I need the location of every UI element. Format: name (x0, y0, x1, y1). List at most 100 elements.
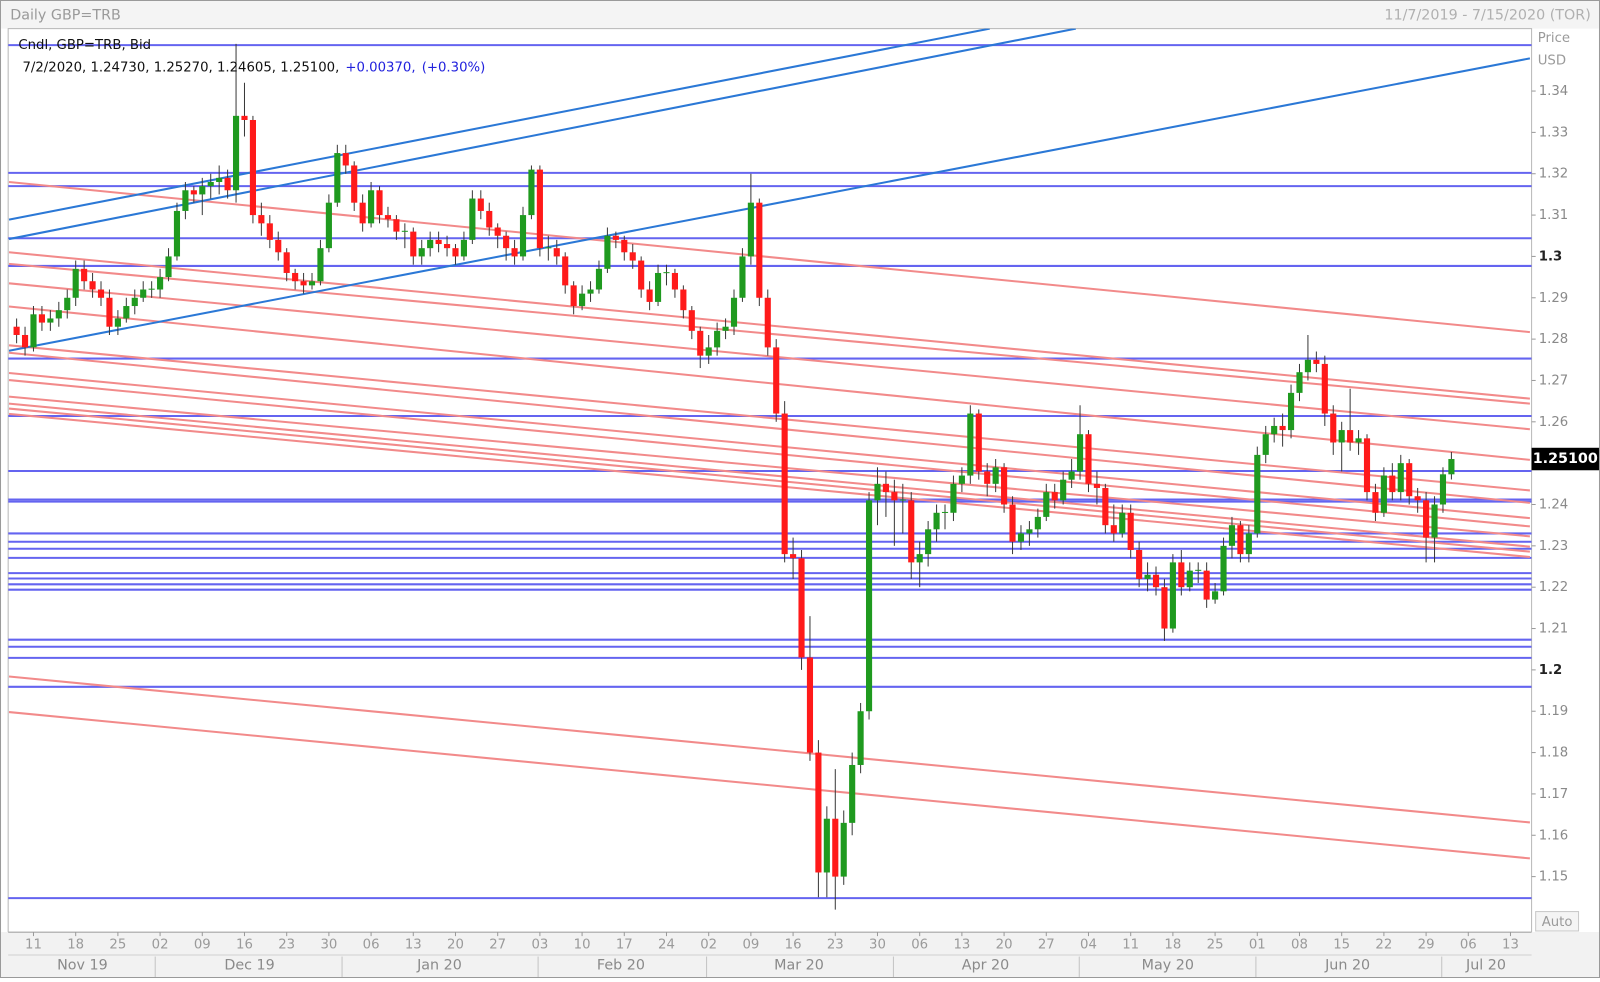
candle-body (621, 239, 628, 253)
trend-line (8, 407, 1530, 553)
x-tick-label: 13 (953, 937, 970, 952)
x-tick-label: 23 (827, 937, 844, 952)
x-tick-label: 18 (1164, 937, 1181, 952)
x-tick-label: 10 (574, 937, 591, 952)
candle-body (984, 471, 991, 484)
candle-body (1414, 496, 1421, 501)
candle-body (72, 268, 79, 298)
x-tick-label: 06 (911, 937, 928, 952)
candle-body (832, 818, 839, 877)
last-price-label: 1.25100 (1533, 451, 1598, 467)
candle-body (1262, 434, 1269, 455)
candle-body (688, 310, 695, 331)
candle-body (1287, 392, 1295, 431)
x-tick-label: 16 (236, 937, 253, 952)
y-tick-label: 1.29 (1539, 291, 1569, 306)
x-tick-label: 30 (869, 937, 886, 952)
candle-body (519, 215, 527, 257)
candle-body (629, 252, 636, 261)
candle-body (790, 554, 797, 559)
candle-body (1119, 512, 1126, 534)
candle-body (950, 483, 957, 513)
x-tick-label: 09 (194, 937, 211, 952)
candle-body (55, 310, 62, 319)
candle-body (266, 223, 273, 240)
x-tick-label: 25 (109, 937, 126, 952)
candle-body (916, 554, 923, 563)
candle-body (342, 153, 349, 166)
candle-body (1110, 525, 1117, 534)
candle-body (199, 186, 206, 195)
y-tick-label: 1.34 (1539, 84, 1569, 99)
month-label: Jun 20 (1324, 958, 1370, 974)
x-tick-label: 08 (1291, 937, 1308, 952)
auto-button-label[interactable]: Auto (1542, 915, 1573, 930)
y-tick-label: 1.23 (1539, 539, 1569, 554)
candle-body (908, 500, 915, 563)
candle-body (460, 239, 467, 257)
candle-body (1085, 434, 1092, 484)
x-tick-label: 23 (278, 937, 295, 952)
candle-body (123, 306, 130, 319)
candle-body (545, 247, 552, 249)
y-tick-label: 1.32 (1539, 167, 1569, 182)
candle-body (1439, 474, 1447, 505)
candle-body (764, 297, 771, 348)
candle-body (840, 822, 847, 877)
candle-body (1338, 430, 1345, 443)
candle-body (1127, 512, 1134, 550)
change-percent: (+0.30%) (422, 60, 486, 75)
candle-body (528, 169, 535, 216)
y-tick-label: 1.2 (1539, 663, 1562, 678)
candle-body (1026, 529, 1033, 534)
month-label: Jul 20 (1465, 958, 1506, 974)
candle-body (1313, 359, 1320, 364)
candle-body (114, 318, 121, 327)
candle-body (891, 492, 898, 501)
month-separators (154, 956, 1443, 977)
month-label: Feb 20 (597, 958, 645, 974)
candle-body (579, 293, 586, 307)
candle-body (452, 248, 459, 257)
candle-body (393, 219, 400, 232)
candle-body (612, 235, 619, 240)
candle-body (477, 198, 484, 211)
channel-line (8, 57, 1531, 352)
candle-body (756, 202, 763, 298)
candle-body (1355, 438, 1362, 443)
y-tick-label: 1.15 (1539, 870, 1569, 885)
candle-body (747, 202, 754, 257)
axis-title: Price (1538, 31, 1570, 46)
candle-body (806, 657, 814, 753)
candle-body (874, 483, 881, 501)
candle-body (1237, 525, 1244, 555)
candle-body (1068, 471, 1075, 480)
candle-body (570, 285, 577, 307)
x-tick-label: 20 (996, 937, 1013, 952)
candle-body (443, 244, 451, 249)
auto-button[interactable] (1535, 911, 1580, 932)
candle-body (1448, 459, 1455, 475)
candle-body (30, 314, 37, 348)
candle-body (697, 330, 704, 356)
candle-body (1296, 372, 1303, 393)
x-tick-label: 02 (152, 937, 169, 952)
x-tick-label: 04 (1080, 937, 1097, 952)
candle-body (97, 289, 105, 298)
x-axis-area (1, 932, 1599, 977)
trend-line (8, 412, 1530, 559)
x-tick-label: 06 (1460, 937, 1477, 952)
candle-body (384, 215, 392, 220)
trend-line (8, 372, 1530, 520)
candle-body (334, 153, 341, 203)
candle-body (1102, 487, 1109, 526)
candle-body (359, 202, 366, 224)
trend-line (8, 344, 1530, 492)
candle-body (849, 764, 856, 823)
candle-body (1203, 570, 1210, 600)
x-tick-label: 24 (658, 937, 675, 952)
candle-body (1431, 504, 1438, 538)
x-tick-label: 13 (405, 937, 422, 952)
